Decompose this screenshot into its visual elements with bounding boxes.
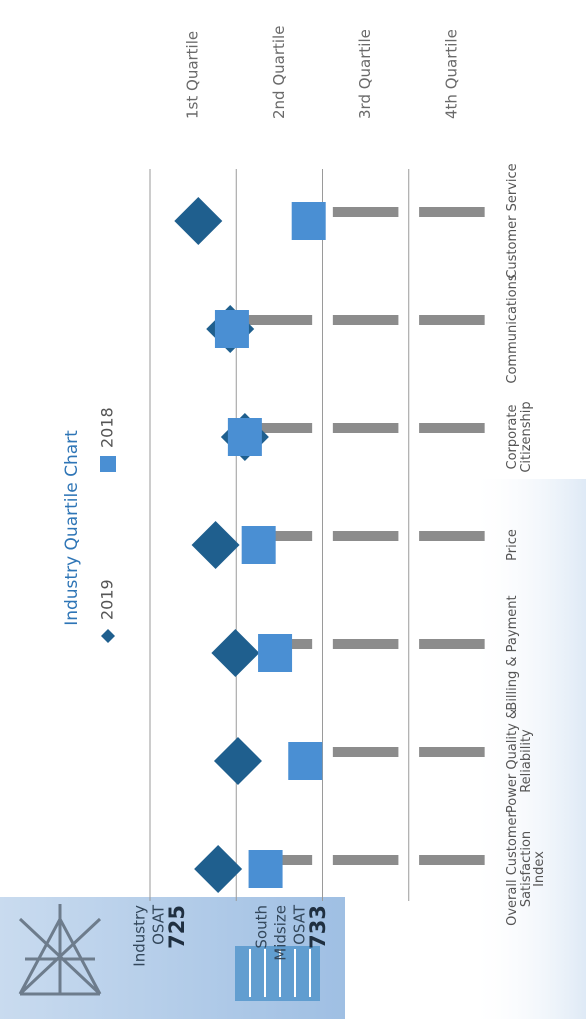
range-bar: [419, 747, 485, 757]
y-tick-label: 4th Quartile: [442, 29, 460, 119]
legend-marker: [101, 629, 115, 643]
category-label: Communications: [506, 271, 520, 387]
panel-text: 733: [306, 905, 330, 949]
panel-text: 725: [165, 905, 189, 949]
marker-2018: [215, 310, 249, 348]
y-tick-label: 2nd Quartile: [270, 26, 288, 119]
marker-2019: [192, 521, 240, 569]
panel-text: South: [253, 905, 271, 949]
marker-2019: [174, 197, 222, 245]
range-bar: [333, 855, 399, 865]
marker-2019: [214, 737, 262, 785]
x-tick-label: Overall Customer Satisfaction Index: [506, 811, 586, 927]
x-tick-label: Power Quality & Reliability: [506, 703, 586, 819]
range-bar: [333, 639, 399, 649]
legend-label: 2018: [98, 407, 117, 448]
panel-text: Midsize: [272, 905, 290, 961]
x-tick-label: Price: [506, 487, 586, 603]
category-label: Customer Service: [506, 163, 520, 279]
range-bar: [419, 531, 485, 541]
range-bar: [419, 315, 485, 325]
chart: Industry Quartile Chart IndustryOSAT725S…: [0, 0, 586, 1019]
marker-2018: [249, 850, 283, 888]
legend-label: 2019: [98, 579, 117, 620]
range-bar: [333, 315, 399, 325]
x-tick-label: Customer Service: [506, 163, 586, 279]
category-label: Overall Customer Satisfaction Index: [506, 811, 547, 927]
panel-text: Industry: [131, 905, 149, 967]
range-bar: [419, 207, 485, 217]
range-bar: [333, 207, 399, 217]
range-bar: [333, 747, 399, 757]
range-bar: [333, 531, 399, 541]
legend-marker: [100, 456, 116, 472]
range-bar: [419, 423, 485, 433]
marker-2018: [258, 634, 292, 672]
x-tick-label: Billing & Payment: [506, 595, 586, 711]
marker-2019: [211, 629, 259, 677]
x-tick-label: Corporate Citizenship: [506, 379, 586, 495]
category-label: Corporate Citizenship: [506, 379, 533, 495]
category-label: Power Quality & Reliability: [506, 703, 533, 819]
y-tick-label: 1st Quartile: [184, 31, 202, 119]
range-bar: [247, 315, 313, 325]
category-label: Billing & Payment: [506, 595, 520, 711]
range-bar: [419, 639, 485, 649]
marker-2018: [242, 526, 276, 564]
marker-2018: [292, 202, 326, 240]
marker-2018: [288, 742, 322, 780]
marker-2018: [228, 418, 262, 456]
category-label: Price: [506, 487, 520, 603]
range-bar: [333, 423, 399, 433]
chart-title: Industry Quartile Chart: [62, 430, 82, 626]
page: {"chart_data": {"type": "quartile", "tit…: [0, 0, 586, 1019]
x-tick-label: Communications: [506, 271, 586, 387]
marker-2019: [194, 845, 242, 893]
y-tick-label: 3rd Quartile: [356, 29, 374, 119]
range-bar: [419, 855, 485, 865]
rotated-slide: Industry Quartile Chart IndustryOSAT725S…: [0, 0, 586, 1019]
